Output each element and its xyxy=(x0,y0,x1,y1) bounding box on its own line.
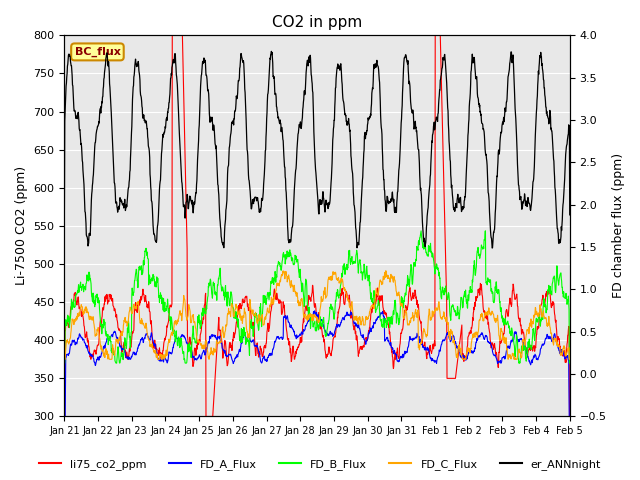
Title: CO2 in ppm: CO2 in ppm xyxy=(272,15,362,30)
Y-axis label: FD chamber flux (ppm): FD chamber flux (ppm) xyxy=(612,153,625,299)
Y-axis label: Li-7500 CO2 (ppm): Li-7500 CO2 (ppm) xyxy=(15,167,28,286)
Text: BC_flux: BC_flux xyxy=(74,47,120,57)
Legend: li75_co2_ppm, FD_A_Flux, FD_B_Flux, FD_C_Flux, er_ANNnight: li75_co2_ppm, FD_A_Flux, FD_B_Flux, FD_C… xyxy=(35,455,605,474)
